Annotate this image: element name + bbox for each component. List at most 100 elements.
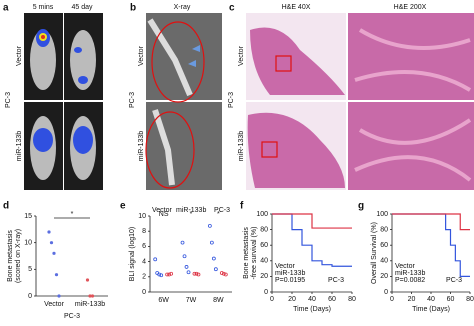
legend-entry: Vector bbox=[152, 207, 173, 214]
x-axis-label: PC-3 bbox=[64, 313, 80, 320]
x-tick-label: 0 bbox=[390, 296, 394, 303]
dot bbox=[221, 271, 226, 276]
row-label: miR-133b bbox=[138, 131, 145, 161]
group-label: PC-3 bbox=[228, 92, 235, 108]
column-label: 45 day bbox=[71, 4, 93, 11]
y-tick-label: 100 bbox=[256, 211, 268, 218]
x-tick-label: 60 bbox=[447, 296, 455, 303]
row-label: miR-133b bbox=[238, 131, 245, 161]
y-tick-label: 80 bbox=[260, 226, 268, 233]
legend-entry: miR-133b bbox=[176, 207, 206, 214]
row-label: Vector bbox=[16, 45, 23, 66]
dot bbox=[49, 241, 54, 245]
x-tick-label: 80 bbox=[348, 296, 356, 303]
x-tick-label: 60 bbox=[328, 296, 336, 303]
x-tick-label: miR-133b bbox=[75, 301, 105, 308]
column-label: H&E 200X bbox=[394, 4, 427, 11]
group-label: PC-3 bbox=[129, 92, 136, 108]
dot bbox=[184, 265, 189, 269]
p-value: P=0.0195 bbox=[275, 277, 305, 284]
row-label: Vector bbox=[138, 45, 145, 66]
dot bbox=[219, 271, 224, 275]
dot bbox=[211, 256, 216, 261]
legend-entry: Vector bbox=[395, 263, 416, 270]
dot bbox=[157, 272, 162, 277]
subtitle: PC-3 bbox=[214, 207, 230, 214]
x-tick-label: 0 bbox=[270, 296, 274, 303]
y-tick-label: 40 bbox=[260, 258, 268, 265]
dot bbox=[196, 272, 201, 277]
y-tick-label: 0 bbox=[264, 289, 268, 296]
legend-entry: miR-133b bbox=[275, 270, 305, 277]
dot bbox=[88, 294, 92, 298]
dot bbox=[159, 273, 164, 278]
group-label: PC-3 bbox=[5, 92, 12, 108]
dot bbox=[213, 267, 218, 272]
y-tick-label: 8 bbox=[142, 228, 146, 235]
legend-entry: Vector bbox=[275, 263, 296, 270]
significance: * bbox=[217, 211, 220, 218]
dot bbox=[209, 240, 214, 245]
panel-label: f bbox=[240, 201, 244, 212]
dot bbox=[54, 273, 59, 277]
dot bbox=[167, 272, 172, 277]
dot bbox=[57, 294, 61, 298]
legend-entry: miR-133b bbox=[395, 270, 425, 277]
panel-title: X-ray bbox=[174, 4, 191, 11]
bli-images bbox=[24, 13, 103, 190]
dot bbox=[47, 230, 51, 234]
survival-curve bbox=[392, 213, 470, 277]
y-tick-label: 5 bbox=[28, 266, 32, 273]
subtitle: PC-3 bbox=[446, 277, 462, 284]
y-tick-label: 0 bbox=[28, 293, 32, 300]
dot bbox=[90, 294, 95, 298]
y-axis-label: BLI signal (log10) bbox=[129, 227, 136, 281]
x-axis-label: Time (Days) bbox=[412, 306, 450, 313]
dot bbox=[169, 271, 174, 276]
column-label: 5 mins bbox=[33, 4, 54, 11]
x-tick-label: 80 bbox=[466, 296, 474, 303]
xray-images bbox=[145, 13, 222, 190]
x-tick-label: 6W bbox=[158, 297, 169, 304]
dot bbox=[182, 254, 187, 259]
y-tick-label: 10 bbox=[138, 213, 146, 220]
x-tick-label: 8W bbox=[213, 297, 224, 304]
subtitle: PC-3 bbox=[328, 277, 344, 284]
significance: * bbox=[71, 211, 74, 218]
y-tick-label: 4 bbox=[142, 258, 146, 265]
survival-curve bbox=[392, 213, 470, 231]
axis bbox=[149, 216, 232, 293]
p-value: P=0.0082 bbox=[395, 277, 425, 284]
y-axis-label: Overall Survival (%) bbox=[371, 222, 378, 284]
significance: * bbox=[190, 211, 193, 218]
dot bbox=[186, 270, 191, 275]
significance: NS bbox=[159, 211, 169, 218]
y-tick-label: 6 bbox=[142, 243, 146, 250]
x-tick-label: 7W bbox=[186, 297, 197, 304]
y-tick-label: 20 bbox=[380, 273, 388, 280]
y-tick-label: 10 bbox=[24, 240, 32, 247]
y-tick-label: 2 bbox=[142, 274, 146, 281]
x-tick-label: 20 bbox=[288, 296, 296, 303]
x-axis-label: Time (Days) bbox=[293, 306, 331, 313]
dot bbox=[153, 257, 158, 262]
y-tick-label: 60 bbox=[380, 242, 388, 249]
dot bbox=[165, 272, 170, 277]
y-tick-label: 0 bbox=[142, 289, 146, 296]
dot bbox=[207, 223, 212, 228]
y-tick-label: 100 bbox=[376, 211, 388, 218]
panel-label: c bbox=[229, 3, 235, 14]
dot bbox=[52, 251, 56, 255]
survival-curve bbox=[272, 213, 352, 267]
x-tick-label: 40 bbox=[427, 296, 435, 303]
survival-curve bbox=[272, 213, 352, 229]
x-tick-label: 20 bbox=[408, 296, 416, 303]
y-axis-label: (scored on X-ray) bbox=[15, 229, 22, 283]
column-label: H&E 40X bbox=[282, 4, 311, 11]
row-label: Vector bbox=[238, 45, 245, 66]
panel-label: b bbox=[130, 3, 136, 14]
row-label: miR-133b bbox=[16, 131, 23, 161]
dot bbox=[85, 278, 90, 282]
dot bbox=[180, 240, 185, 245]
panel-label: g bbox=[358, 201, 364, 212]
